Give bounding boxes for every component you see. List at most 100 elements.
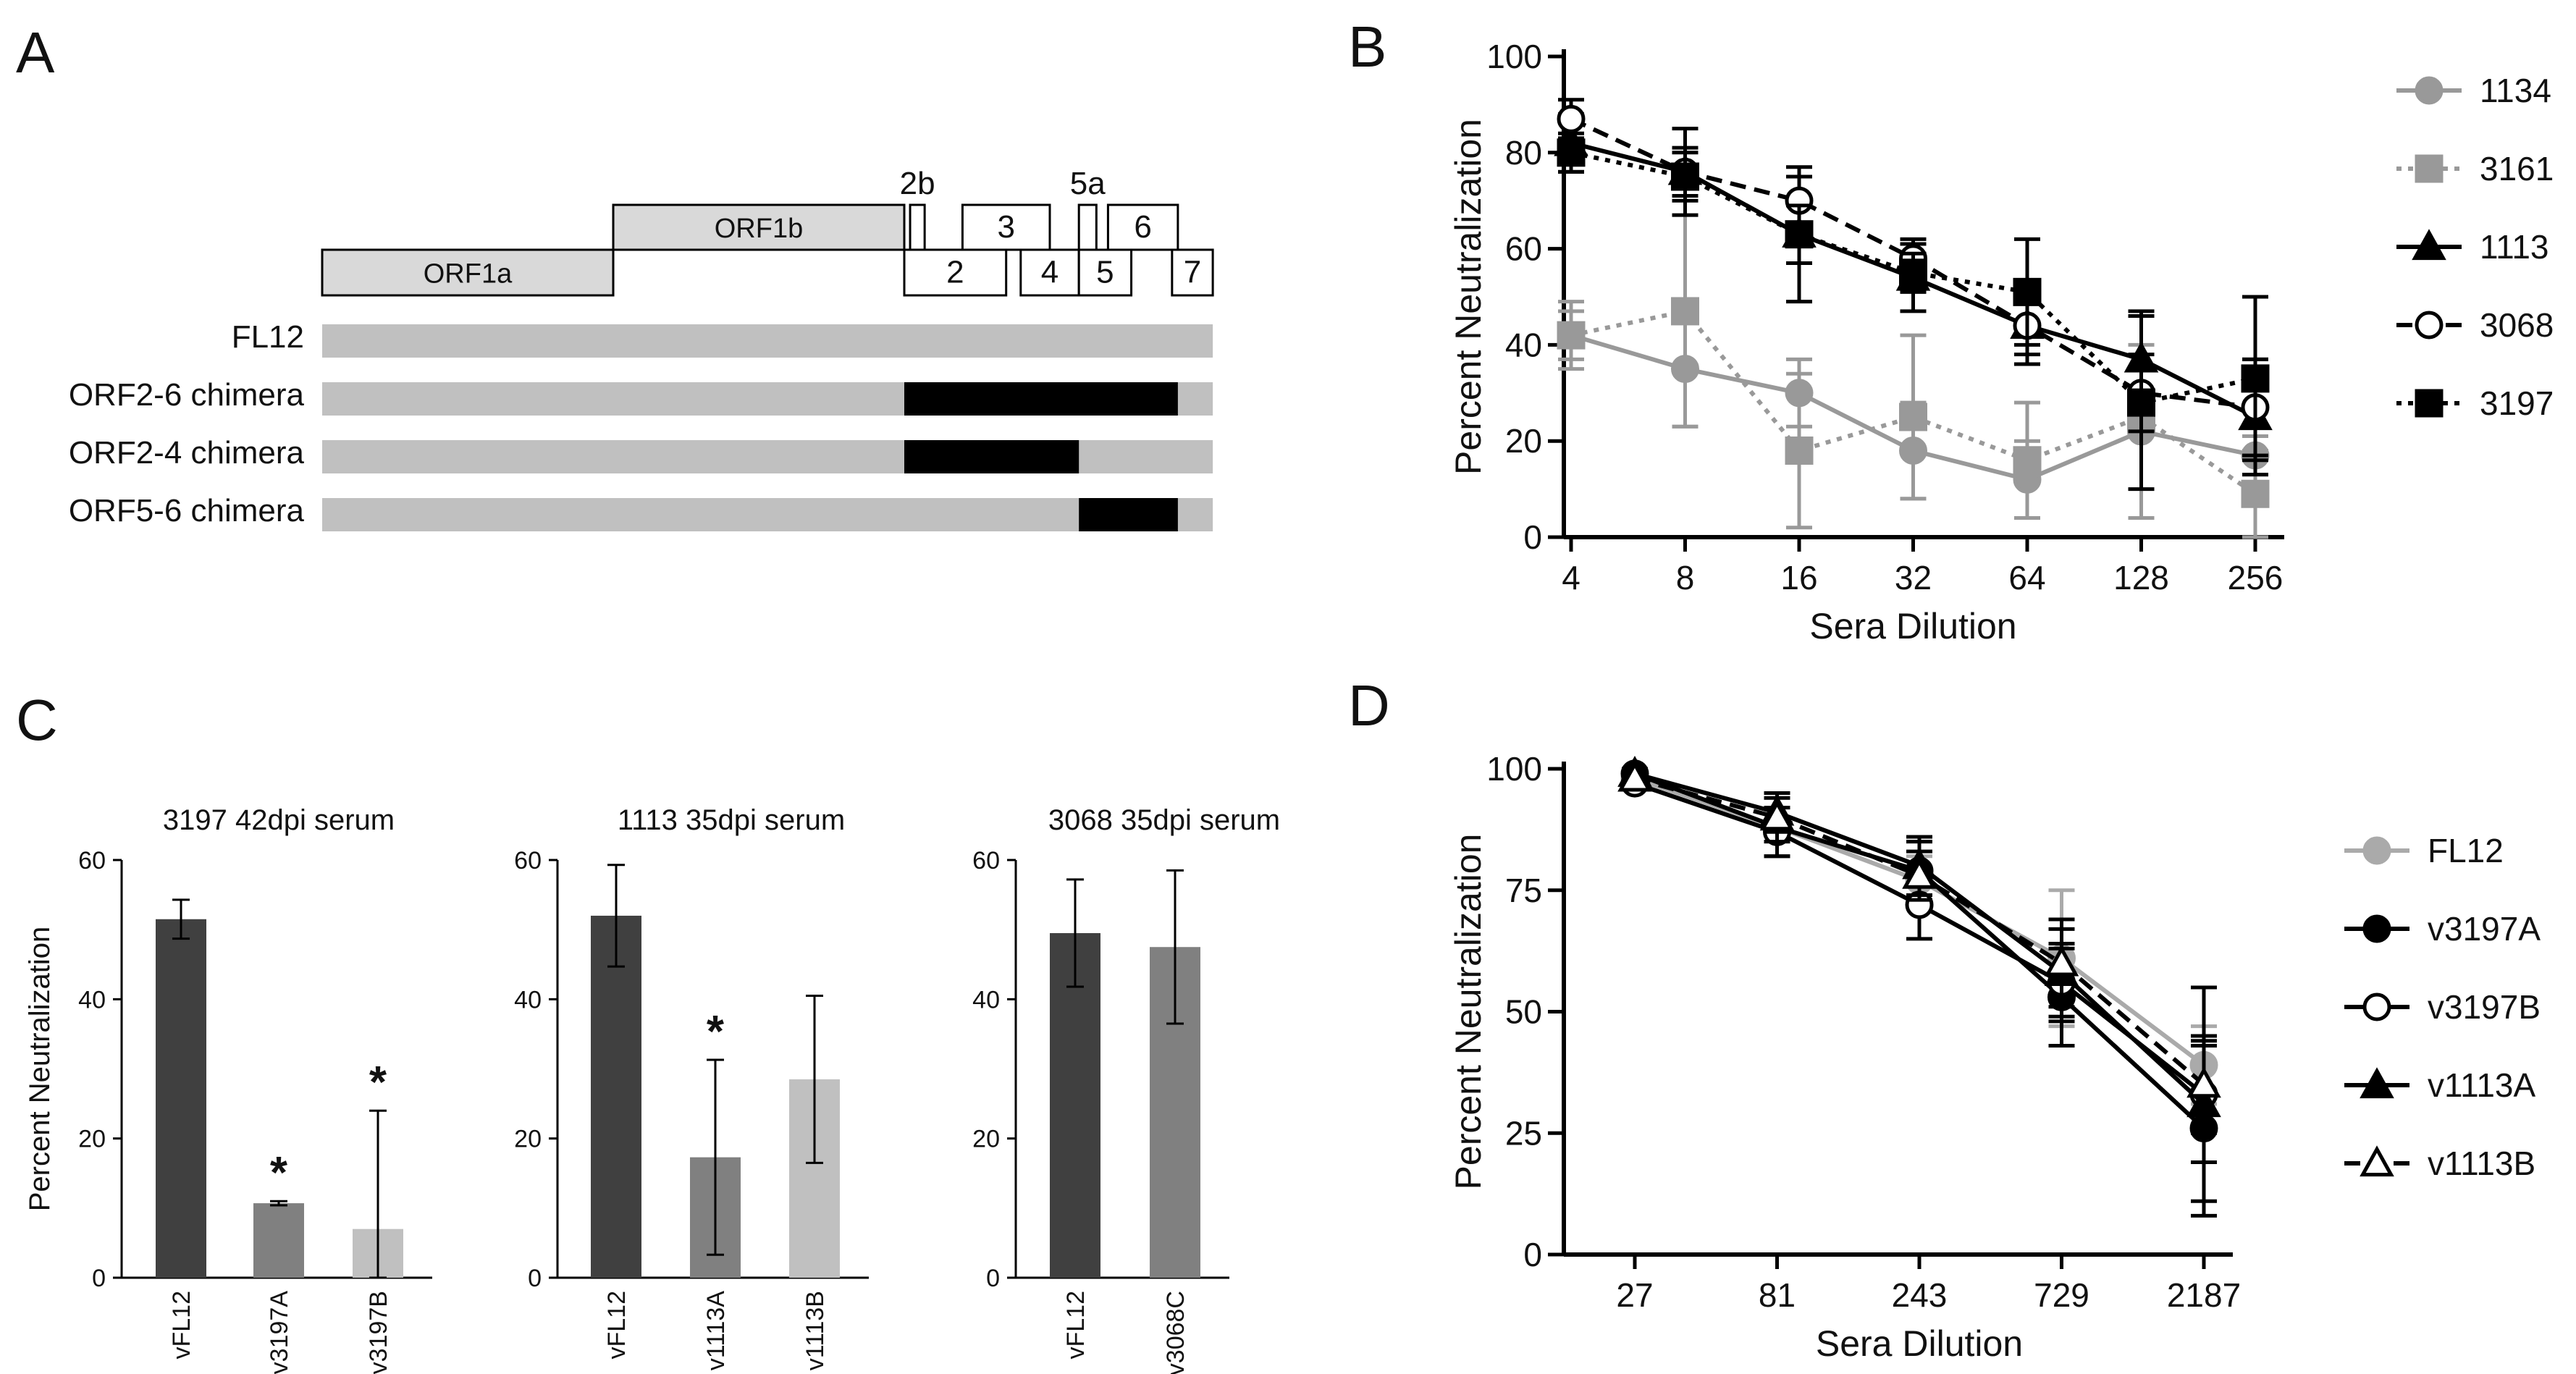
d-y-tick-label-4: 100 (1486, 750, 1542, 788)
d-series-line-1 (1633, 771, 2206, 1130)
b-legend-marker-3 (2415, 311, 2444, 340)
b-legend-label-4: 3197 (2480, 384, 2554, 422)
d-y-tick-label-1: 25 (1505, 1114, 1542, 1152)
d-legend-marker-0 (2362, 836, 2391, 865)
orf-label-8: 6 (1134, 209, 1151, 245)
b-x-tick-label-3: 32 (1895, 559, 1932, 597)
bar-category-label-2-0: vFL12 (1062, 1291, 1090, 1360)
construct-label-1: ORF2-6 chimera (69, 377, 305, 413)
b-y-tick-label-1: 20 (1505, 422, 1542, 460)
bar-category-label-1-2: v1113B (801, 1291, 829, 1370)
orf-box-2 (909, 203, 926, 251)
d-point-4-1 (1759, 799, 1795, 831)
b-legend-label-0: 1134 (2480, 72, 2551, 109)
orf-box-7 (1077, 248, 1133, 297)
bar-chart-1: 1113 35dpi serum 0 20 40 60 vFL12 * v1113A v1113… (514, 804, 869, 1370)
orf-box-3 (903, 248, 1008, 297)
bar-y-tick-label-1-1: 20 (514, 1126, 542, 1153)
b-legend-marker-0 (2415, 76, 2444, 105)
bar-chart-0: 3197 42dpi serum 0 20 40 60 Percent Neutraliz… (24, 804, 432, 1374)
orf-label-4: 3 (997, 209, 1014, 245)
orf-label-6: 5a (1070, 166, 1106, 201)
d-legend-label-1: v3197A (2428, 910, 2541, 948)
bar-2-0 (1050, 932, 1100, 1278)
b-x-tick-label-5: 128 (2113, 559, 2169, 597)
b-point-1-3 (1899, 402, 1927, 431)
bar-chart-title-1: 1113 35dpi serum (618, 804, 845, 836)
orf-label-1: ORF1b (715, 214, 803, 244)
construct-label-2: ORF2-4 chimera (69, 435, 305, 471)
bar-0-0 (156, 919, 206, 1278)
orf-box-0 (321, 248, 615, 297)
b-y-tick-label-3: 60 (1505, 230, 1542, 268)
b-point-4-4 (2013, 277, 2042, 306)
orf-box-1 (612, 203, 906, 251)
b-x-tick-label-0: 4 (1562, 559, 1580, 597)
d-y-axis-title: Percent Neutralization (1448, 834, 1489, 1190)
bar-y-tick-label-1-2: 40 (514, 986, 542, 1013)
bar-category-label-0-1: v3197A (266, 1291, 293, 1374)
bar-y-tick-label-2-2: 40 (972, 986, 1000, 1013)
bar-chart-title-0: 3197 42dpi serum (163, 804, 395, 836)
orf-label-5: 4 (1041, 255, 1058, 290)
chart-b: 0 20 40 60 80 100 4 8 16 32 64 128 256 Sera Dilution P… (1448, 38, 2554, 646)
b-point-1-0 (1557, 321, 1586, 350)
d-x-tick-label-4: 2187 (2167, 1276, 2241, 1314)
b-y-tick-label-0: 0 (1523, 518, 1542, 556)
b-series-4 (1557, 131, 2270, 492)
b-x-tick-label-1: 8 (1676, 559, 1695, 597)
bar-category-label-1-1: v1113A (702, 1291, 730, 1371)
b-legend-label-2: 1113 (2480, 228, 2549, 266)
b-y-tick-label-5: 100 (1486, 38, 1542, 75)
d-legend-label-0: FL12 (2428, 832, 2504, 869)
d-point-4-2 (1902, 857, 1937, 889)
orf-box-4 (961, 203, 1051, 251)
d-y-tick-label-0: 0 (1523, 1236, 1542, 1273)
b-legend-label-1: 3161 (2480, 150, 2554, 187)
panel-letter-b: B (1348, 14, 1386, 79)
d-x-tick-label-2: 243 (1892, 1276, 1948, 1314)
d-legend-marker-4 (2360, 1145, 2394, 1177)
d-point-4-4 (2186, 1066, 2221, 1098)
b-x-tick-label-4: 64 (2008, 559, 2045, 597)
chimera-segment-1 (904, 382, 1178, 416)
b-y-tick-label-4: 80 (1505, 134, 1542, 172)
d-x-axis-title: Sera Dilution (1816, 1323, 2023, 1364)
bar-category-label-2-1: v3068C (1162, 1291, 1190, 1374)
bar-y-axis-title-0: Percent Neutralization (24, 927, 56, 1212)
d-x-tick-label-3: 729 (2034, 1276, 2089, 1314)
bar-y-tick-label-2-1: 20 (972, 1126, 1000, 1153)
d-series-4 (1617, 760, 2221, 1135)
chimera-segment-3 (1079, 498, 1178, 531)
d-y-tick-label-3: 75 (1505, 872, 1542, 909)
genome-diagram: ORF1a ORF1b 2b 234 5a 567 FL12 ORF2-6 chimera OR… (69, 166, 1214, 531)
bar-category-label-0-0: vFL12 (168, 1291, 195, 1360)
b-y-axis-title: Percent Neutralization (1448, 119, 1489, 475)
construct-label-0: FL12 (232, 319, 304, 355)
construct-bar-3 (322, 498, 1213, 531)
orf-label-2: 2b (900, 166, 935, 201)
d-legend-label-2: v3197B (2428, 988, 2541, 1026)
d-legend-marker-1 (2362, 914, 2391, 943)
d-legend-label-3: v1113A (2428, 1066, 2536, 1104)
chart-c: 3197 42dpi serum 0 20 40 60 Percent Neutraliz… (24, 804, 1280, 1374)
bar-0-1 (253, 1203, 304, 1278)
b-point-1-6 (2241, 479, 2270, 508)
d-legend-marker-3 (2360, 1067, 2394, 1099)
d-x-tick-label-1: 81 (1759, 1276, 1796, 1314)
b-legend-marker-1 (2415, 154, 2444, 183)
orf-label-3: 2 (946, 255, 964, 290)
orf-box-5 (1019, 248, 1080, 297)
b-point-1-4 (2013, 446, 2042, 475)
b-legend-marker-4 (2415, 389, 2444, 418)
bar-category-label-1-0: vFL12 (603, 1291, 631, 1360)
bar-chart-title-2: 3068 35dpi serum (1048, 804, 1280, 836)
panel-letter-d: D (1348, 673, 1390, 738)
bar-y-tick-label-1-3: 60 (514, 847, 542, 874)
b-x-tick-label-2: 16 (1780, 559, 1817, 597)
b-legend-label-3: 3068 (2480, 306, 2554, 344)
b-x-tick-label-6: 256 (2228, 559, 2284, 597)
b-legend-marker-2 (2412, 229, 2446, 261)
d-series-1 (1620, 759, 2218, 1218)
orf-box-8 (1106, 203, 1179, 251)
